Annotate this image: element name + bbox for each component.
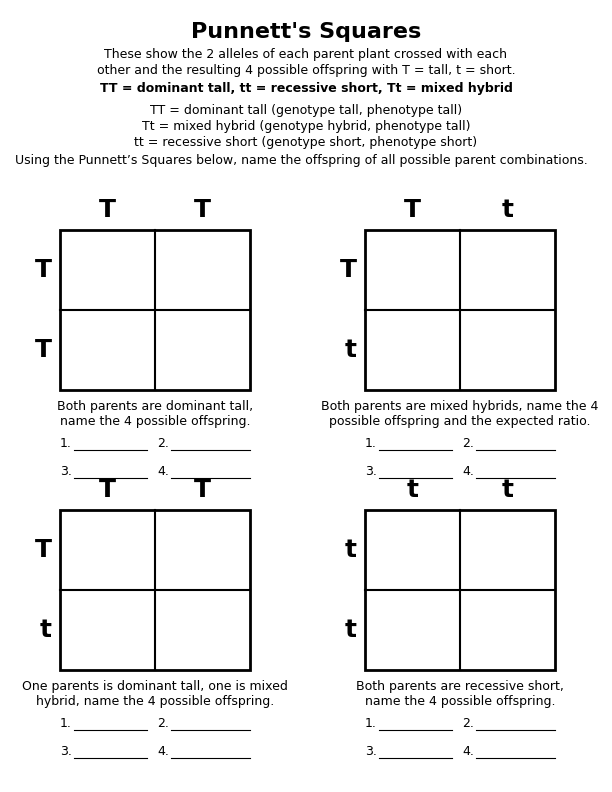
Text: T: T bbox=[194, 478, 211, 502]
Text: Tt = mixed hybrid (genotype hybrid, phenotype tall): Tt = mixed hybrid (genotype hybrid, phen… bbox=[142, 120, 470, 133]
Text: 4.: 4. bbox=[157, 745, 169, 758]
Text: other and the resulting 4 possible offspring with T = tall, t = short.: other and the resulting 4 possible offsp… bbox=[97, 64, 515, 77]
Text: hybrid, name the 4 possible offspring.: hybrid, name the 4 possible offspring. bbox=[36, 695, 274, 708]
Text: 4.: 4. bbox=[462, 745, 474, 758]
Text: 4.: 4. bbox=[157, 465, 169, 478]
Text: t: t bbox=[345, 538, 357, 562]
Text: T: T bbox=[99, 198, 116, 222]
Text: 2.: 2. bbox=[462, 717, 474, 730]
Text: 1.: 1. bbox=[60, 717, 72, 730]
Text: 4.: 4. bbox=[462, 465, 474, 478]
Polygon shape bbox=[60, 510, 250, 670]
Polygon shape bbox=[365, 510, 555, 670]
Text: Both parents are dominant tall,: Both parents are dominant tall, bbox=[57, 400, 253, 413]
Text: T: T bbox=[99, 478, 116, 502]
Text: T: T bbox=[35, 338, 52, 362]
Text: Both parents are recessive short,: Both parents are recessive short, bbox=[356, 680, 564, 693]
Polygon shape bbox=[365, 230, 555, 390]
Text: name the 4 possible offspring.: name the 4 possible offspring. bbox=[60, 415, 250, 428]
Polygon shape bbox=[60, 230, 250, 390]
Text: TT = dominant tall, tt = recessive short, Tt = mixed hybrid: TT = dominant tall, tt = recessive short… bbox=[100, 82, 512, 95]
Text: T: T bbox=[35, 538, 52, 562]
Text: Punnett's Squares: Punnett's Squares bbox=[191, 22, 421, 42]
Text: 1.: 1. bbox=[365, 717, 377, 730]
Text: 3.: 3. bbox=[60, 465, 72, 478]
Text: 1.: 1. bbox=[60, 437, 72, 450]
Text: t: t bbox=[345, 338, 357, 362]
Text: Both parents are mixed hybrids, name the 4: Both parents are mixed hybrids, name the… bbox=[321, 400, 599, 413]
Text: t: t bbox=[40, 618, 52, 642]
Text: t: t bbox=[345, 618, 357, 642]
Text: 2.: 2. bbox=[462, 437, 474, 450]
Text: t: t bbox=[406, 478, 419, 502]
Text: possible offspring and the expected ratio.: possible offspring and the expected rati… bbox=[329, 415, 591, 428]
Text: 1.: 1. bbox=[365, 437, 377, 450]
Text: name the 4 possible offspring.: name the 4 possible offspring. bbox=[365, 695, 555, 708]
Text: 3.: 3. bbox=[365, 745, 377, 758]
Text: tt = recessive short (genotype short, phenotype short): tt = recessive short (genotype short, ph… bbox=[135, 136, 477, 149]
Text: T: T bbox=[35, 258, 52, 282]
Text: TT = dominant tall (genotype tall, phenotype tall): TT = dominant tall (genotype tall, pheno… bbox=[150, 104, 462, 117]
Text: 2.: 2. bbox=[157, 437, 169, 450]
Text: One parents is dominant tall, one is mixed: One parents is dominant tall, one is mix… bbox=[22, 680, 288, 693]
Text: 3.: 3. bbox=[365, 465, 377, 478]
Text: t: t bbox=[501, 478, 513, 502]
Text: T: T bbox=[340, 258, 357, 282]
Text: T: T bbox=[194, 198, 211, 222]
Text: t: t bbox=[501, 198, 513, 222]
Text: These show the 2 alleles of each parent plant crossed with each: These show the 2 alleles of each parent … bbox=[105, 48, 507, 61]
Text: 2.: 2. bbox=[157, 717, 169, 730]
Text: T: T bbox=[404, 198, 421, 222]
Text: Using the Punnett’s Squares below, name the offspring of all possible parent com: Using the Punnett’s Squares below, name … bbox=[15, 154, 588, 167]
Text: 3.: 3. bbox=[60, 745, 72, 758]
